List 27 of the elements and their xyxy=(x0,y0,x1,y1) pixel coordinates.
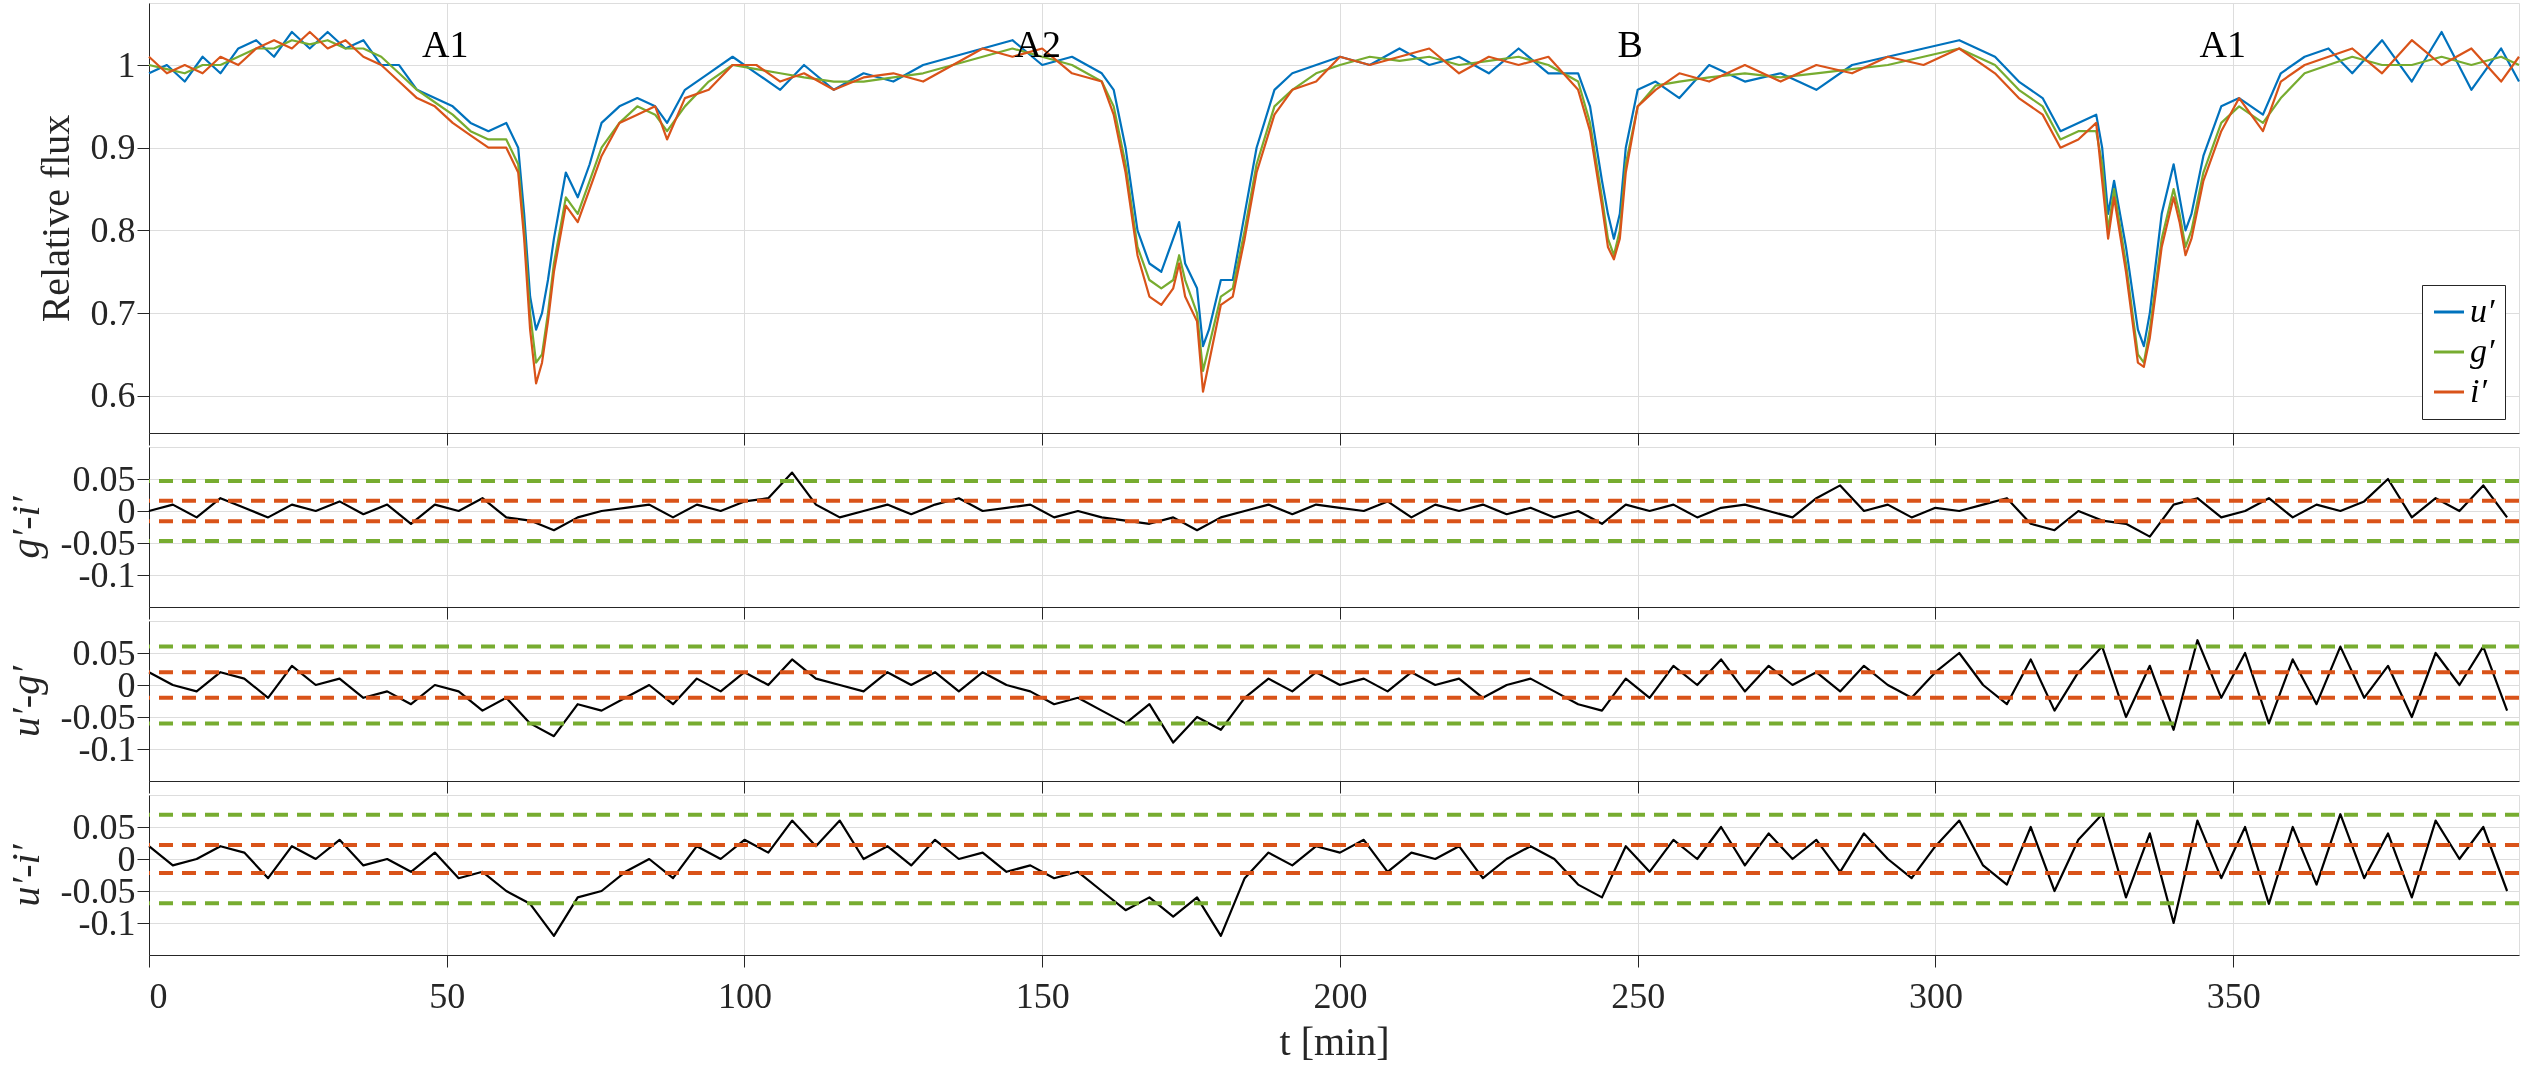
y-axis-title: u′-g′ xyxy=(2,664,48,737)
x-tick-label: 100 xyxy=(717,975,772,1016)
y-axis-title: Relative flux xyxy=(32,114,78,323)
annotation: A1 xyxy=(2199,23,2246,65)
y-tick-label: 0.9 xyxy=(90,127,136,168)
x-axis-title: t [min] xyxy=(1279,1018,1390,1064)
x-tick-label: 200 xyxy=(1313,975,1368,1016)
y-tick-label: 0.8 xyxy=(90,209,136,250)
y-tick-label: 1 xyxy=(117,44,136,85)
x-tick-label: 300 xyxy=(1908,975,1963,1016)
x-tick-label: 0 xyxy=(149,975,168,1016)
line-series xyxy=(147,639,2509,744)
x-tick-label: 50 xyxy=(429,975,466,1016)
legend-label: i′ xyxy=(2470,372,2488,409)
legend-label: g′ xyxy=(2470,332,2495,369)
annotation: A1 xyxy=(422,23,469,65)
line-series xyxy=(147,813,2509,937)
annotation: B xyxy=(1617,23,1643,65)
x-tick-label: 150 xyxy=(1015,975,1070,1016)
y-axis-title: u′-i′ xyxy=(2,843,48,907)
line-series xyxy=(147,471,2509,538)
x-tick-label: 350 xyxy=(2206,975,2261,1016)
legend-label: u′ xyxy=(2470,292,2495,329)
y-axis-title: g′-i′ xyxy=(2,495,48,559)
x-tick-label: 250 xyxy=(1611,975,1666,1016)
y-tick-label: 0.6 xyxy=(90,375,136,416)
y-tick-label: 0.7 xyxy=(90,292,136,333)
